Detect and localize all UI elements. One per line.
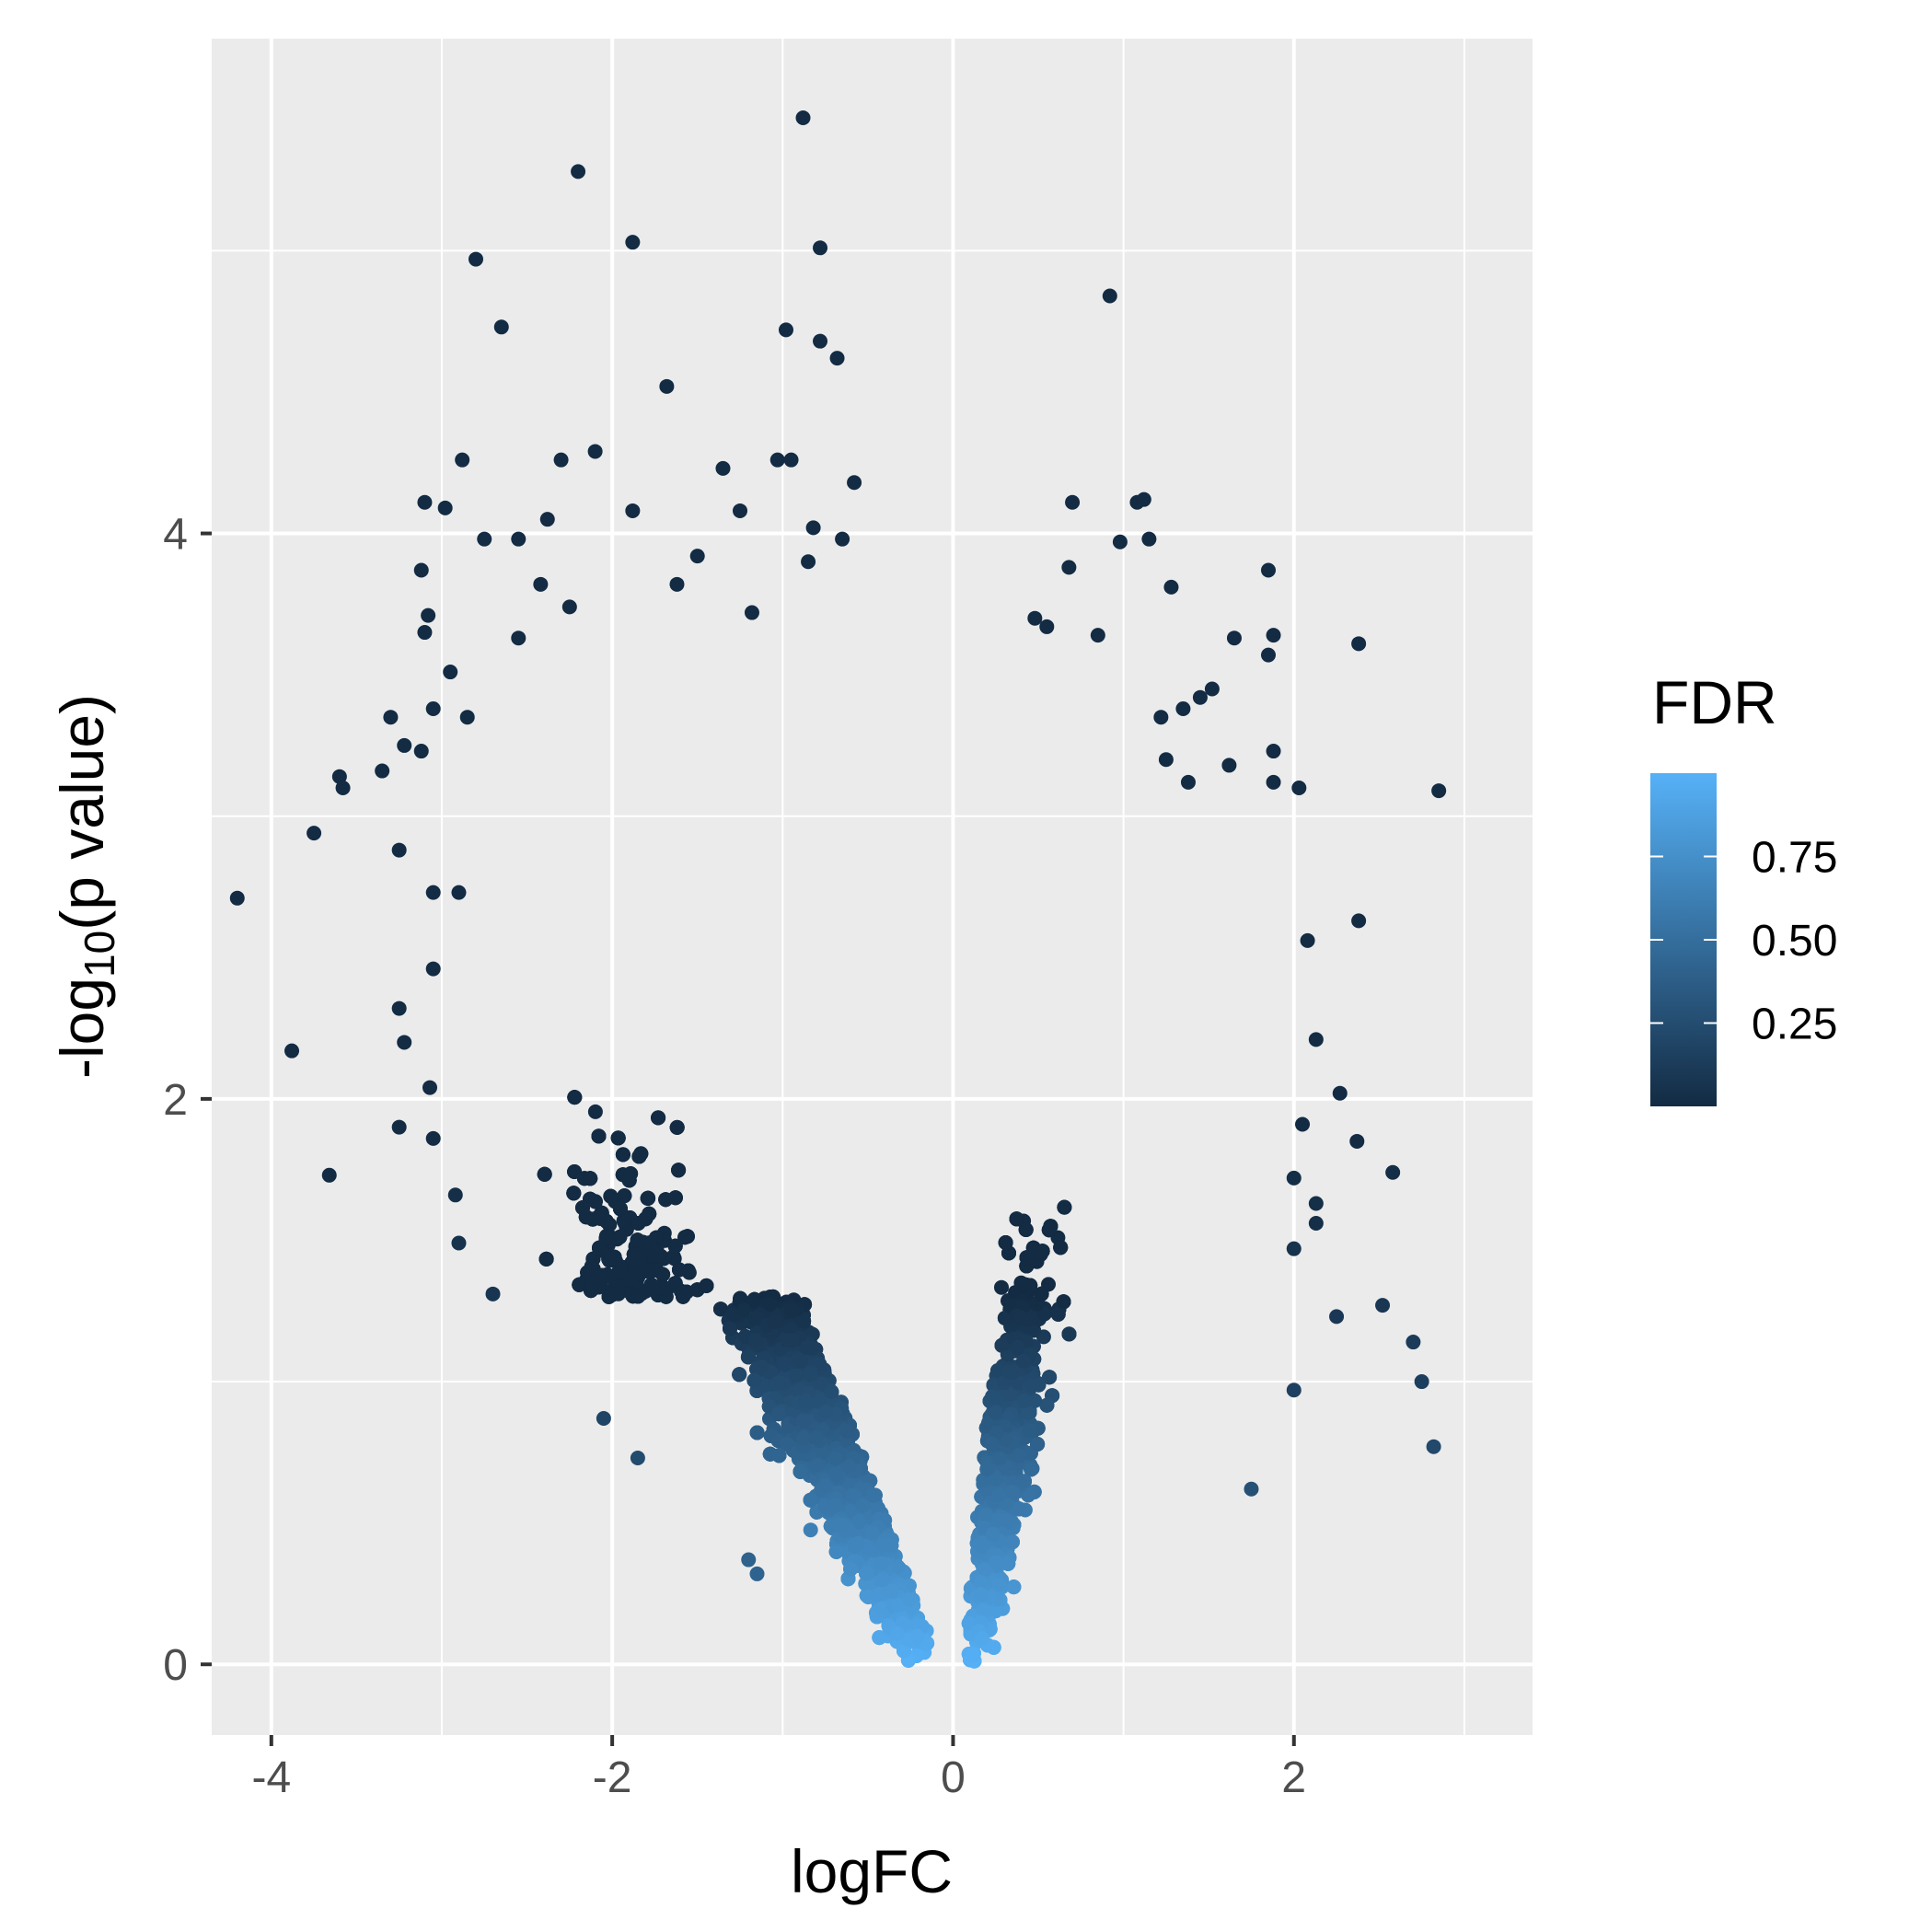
cloud-point [803, 1522, 818, 1538]
grid-minor [212, 39, 1533, 1735]
grid-major [212, 39, 1533, 1735]
point-cloud [537, 1090, 1077, 1669]
cloud-point [994, 1279, 1009, 1295]
cloud-point [587, 1104, 603, 1119]
